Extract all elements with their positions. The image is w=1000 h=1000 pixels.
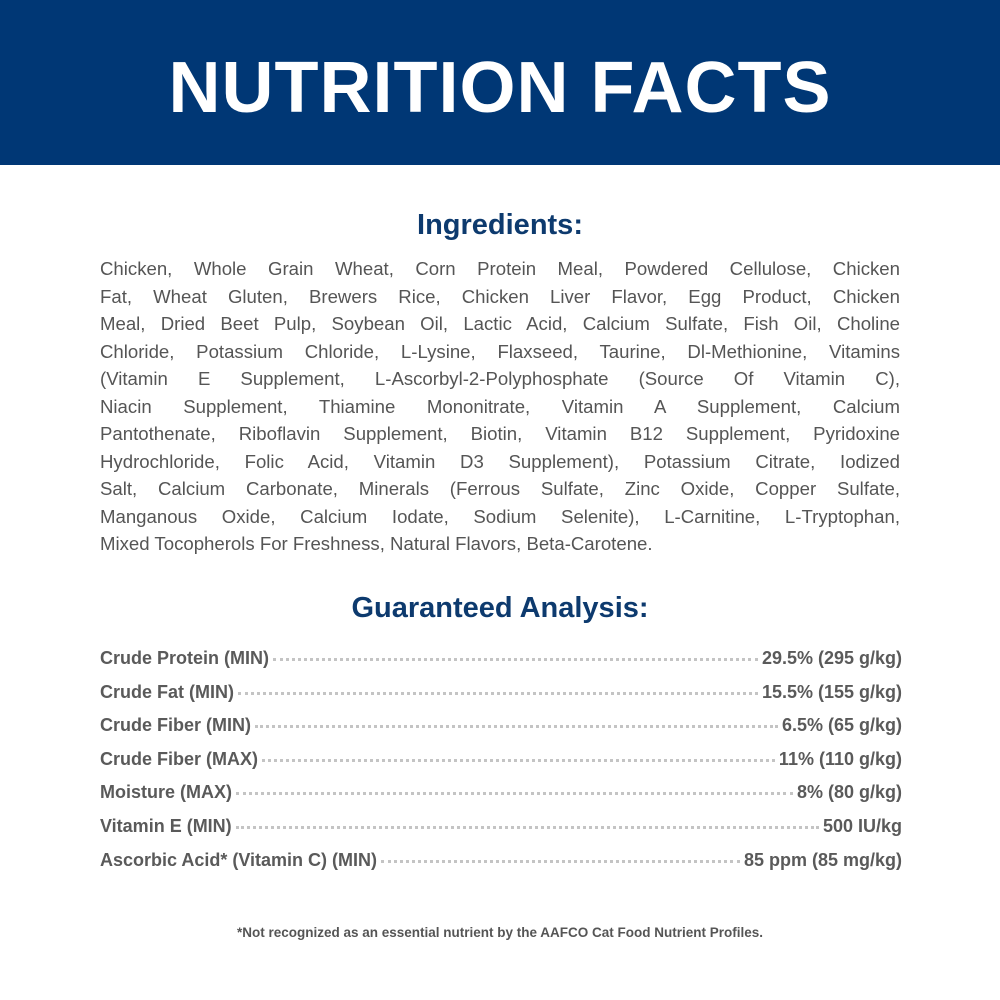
nutrient-value: 85 ppm (85 mg/kg) — [743, 849, 902, 870]
analysis-row: Crude Fiber (MIN) 6.5% (65 g/kg) — [100, 711, 902, 745]
ingredients-line: Pantothenate, Riboflavin Supplement, Bio… — [100, 423, 900, 444]
ingredients-line: Manganous Oxide, Calcium Iodate, Sodium … — [100, 505, 900, 527]
nutrient-value: 29.5% (295 g/kg) — [761, 648, 902, 668]
guaranteed-analysis-title: Guaranteed Analysis: — [351, 592, 649, 624]
nutrient-label: Ascorbic Acid* (Vitamin C) (MIN) — [100, 849, 378, 870]
nutrient-value: 500 IU/kg — [822, 815, 902, 836]
guaranteed-analysis-table: Crude Protein (MIN) 29.5% (295 g/kg) Crude… — [100, 644, 902, 879]
dot-leader — [235, 825, 819, 829]
ingredients-line: Fat, Wheat Gluten, Brewers Rice, Chicken… — [100, 285, 900, 307]
nutrient-value: 6.5% (65 g/kg) — [781, 715, 902, 736]
dot-leader — [273, 658, 758, 661]
nutrient-label: Crude Fat (MIN) — [100, 681, 234, 702]
nutrient-value: 11% (110 g/kg) — [778, 748, 902, 769]
dot-leader — [238, 691, 758, 695]
ingredients-line: (Vitamin E Supplement, L-Ascorbyl-2-Poly… — [100, 368, 900, 389]
ingredients-line: Meal, Dried Beet Pulp, Soybean Oil, Lact… — [100, 313, 900, 334]
nutrient-label: Crude Protein (MIN) — [100, 648, 269, 668]
nutrient-label: Crude Fiber (MAX) — [100, 748, 259, 769]
analysis-row: Crude Fat (MIN) 15.5% (155 g/kg) — [100, 678, 902, 712]
header-banner: NUTRITION FACTS — [0, 0, 1000, 165]
ingredients-line: Hydrochloride, Folic Acid, Vitamin D3 Su… — [100, 450, 900, 472]
dot-leader — [262, 758, 775, 762]
analysis-row: Moisture (MAX) 8% (80 g/kg) — [100, 778, 902, 812]
ingredients-list: Chicken, Whole Grain Wheat, Corn Protein… — [100, 255, 900, 558]
ingredients-title: Ingredients: — [417, 209, 583, 241]
analysis-row: Crude Protein (MIN) 29.5% (295 g/kg) — [100, 644, 902, 678]
analysis-row: Ascorbic Acid* (Vitamin C) (MIN) 85 ppm (… — [100, 846, 902, 880]
analysis-row: Crude Fiber (MAX) 11% (110 g/kg) — [100, 745, 902, 779]
analysis-row: Vitamin E (MIN) 500 IU/kg — [100, 812, 902, 846]
nutrient-value: 8% (80 g/kg) — [796, 782, 902, 803]
ingredients-line: Chloride, Potassium Chloride, L-Lysine, … — [100, 340, 900, 362]
dot-leader — [236, 792, 793, 796]
dot-leader — [255, 725, 778, 729]
dot-leader — [381, 859, 740, 863]
ingredients-line: Chicken, Whole Grain Wheat, Corn Protein… — [100, 258, 900, 279]
ingredients-line: Salt, Calcium Carbonate, Minerals (Ferro… — [100, 478, 900, 499]
ingredients-line: Mixed Tocopherols For Freshness, Natural… — [100, 533, 653, 554]
nutrient-label: Crude Fiber (MIN) — [100, 715, 251, 736]
nutrient-label: Moisture (MAX) — [100, 782, 232, 803]
footnote: *Not recognized as an essential nutrient… — [236, 925, 764, 940]
page-title: NUTRITION FACTS — [168, 48, 832, 128]
ingredients-line: Niacin Supplement, Thiamine Mononitrate,… — [100, 395, 900, 417]
nutrient-label: Vitamin E (MIN) — [100, 815, 232, 836]
nutrient-value: 15.5% (155 g/kg) — [761, 681, 902, 702]
